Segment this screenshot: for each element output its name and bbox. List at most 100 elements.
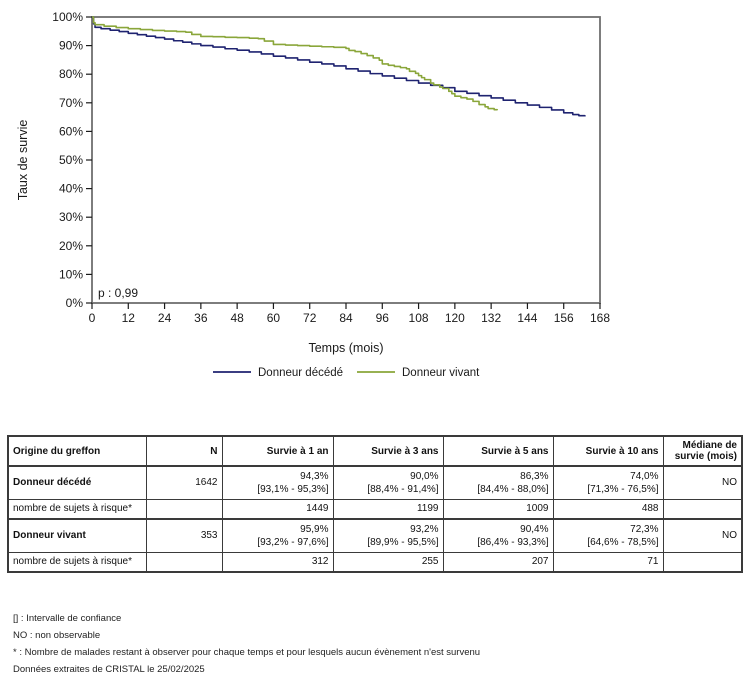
cell-risque-vivant-10ans: 71 [552,551,664,573]
col-header-survie-3ans: Survie à 3 ans [332,435,444,467]
cell-risque-empty [145,498,223,520]
cell-s10-ci: [64,6% - 78,5%] [587,536,659,548]
cell-risque-mediane-empty [662,498,743,520]
x-tick-label: 24 [158,311,172,325]
cell-s5-value: 86,3% [520,470,549,482]
cell-risque-decede-10ans: 488 [552,498,664,520]
p-value-annotation: p : 0,99 [98,286,138,300]
cell-risque-vivant-3ans: 255 [332,551,444,573]
x-tick-label: 156 [554,311,574,325]
y-tick-label: 50% [59,153,83,167]
table-row-donneur-decede: Donneur décédé 1642 94,3% [93,1% - 95,3%… [7,465,743,500]
table-header-row: Origine du greffon N Survie à 1 an Survi… [7,435,743,467]
cell-risque-empty [145,551,223,573]
footnote-confidence-interval: [] : Intervalle de confiance [13,613,122,624]
row-label-donneur-decede: Donneur décédé [7,465,147,500]
cell-s3-ci: [88,4% - 91,4%] [367,483,439,495]
cell-risque-vivant-5ans: 207 [442,551,554,573]
row-label-risque-vivant: nombre de sujets à risque* [7,551,147,573]
series-line-donneur-vivant [92,16,498,111]
cell-s1-decede: 94,3% [93,1% - 95,3%] [221,465,334,500]
cell-s5-ci: [86,4% - 93,3%] [477,536,549,548]
row-label-risque-decede: nombre de sujets à risque* [7,498,147,520]
y-tick-label: 80% [59,67,83,81]
cell-mediane-vivant: NO [662,518,743,553]
cell-s1-vivant: 95,9% [93,2% - 97,6%] [221,518,334,553]
y-tick-label: 10% [59,267,83,281]
table-row-risque-vivant: nombre de sujets à risque* 312 255 207 7… [7,551,743,573]
legend-label-donneur-vivant: Donneur vivant [402,367,480,379]
footnote-source: Données extraites de CRISTAL le 25/02/20… [13,664,205,675]
series-lines [92,16,586,117]
y-tick-label: 30% [59,210,83,224]
cell-s3-decede: 90,0% [88,4% - 91,4%] [332,465,444,500]
cell-n-decede: 1642 [145,465,223,500]
x-tick-label: 36 [194,311,208,325]
legend-label-donneur-decede: Donneur décédé [258,367,343,379]
col-header-n: N [145,435,223,467]
cell-s1-ci: [93,1% - 95,3%] [257,483,329,495]
cell-s1-value: 95,9% [300,523,329,535]
y-tick-label: 20% [59,239,83,253]
y-tick-label: 70% [59,96,83,110]
y-axis-label: Taux de survie [16,120,30,201]
cell-s5-decede: 86,3% [84,4% - 88,0%] [442,465,554,500]
cell-s3-ci: [89,9% - 95,5%] [367,536,439,548]
x-tick-label: 48 [230,311,244,325]
x-tick-label: 0 [89,311,96,325]
cell-s5-value: 90,4% [520,523,549,535]
cell-s10-decede: 74,0% [71,3% - 76,5%] [552,465,664,500]
x-tick-label: 108 [409,311,429,325]
cell-s10-value: 72,3% [630,523,659,535]
cell-n-vivant: 353 [145,518,223,553]
footnote-risque: * : Nombre de malades restant à observer… [13,647,481,658]
col-header-survie-10ans: Survie à 10 ans [552,435,664,467]
cell-risque-decede-3ans: 1199 [332,498,444,520]
x-tick-label: 120 [445,311,465,325]
cell-mediane-decede: NO [662,465,743,500]
x-tick-label: 12 [122,311,136,325]
col-header-survie-5ans: Survie à 5 ans [442,435,554,467]
footnote-no: NO : non observable [13,630,101,641]
x-tick-label: 60 [267,311,281,325]
cell-s5-ci: [84,4% - 88,0%] [477,483,549,495]
cell-risque-decede-1an: 1449 [221,498,334,520]
y-tick-label: 100% [52,10,83,24]
y-tick-label: 0% [66,296,84,310]
table-row-donneur-vivant: Donneur vivant 353 95,9% [93,2% - 97,6%]… [7,518,743,553]
cell-s10-vivant: 72,3% [64,6% - 78,5%] [552,518,664,553]
chart-legend: Donneur décédé Donneur vivant [213,367,480,379]
footnotes: [] : Intervalle de confiance NO : non ob… [13,610,480,678]
cell-s3-vivant: 93,2% [89,9% - 95,5%] [332,518,444,553]
x-tick-label: 84 [339,311,353,325]
col-header-origine: Origine du greffon [7,435,147,467]
cell-risque-decede-5ans: 1009 [442,498,554,520]
cell-s10-ci: [71,3% - 76,5%] [587,483,659,495]
cell-risque-vivant-1an: 312 [221,551,334,573]
x-tick-label: 72 [303,311,317,325]
cell-s1-value: 94,3% [300,470,329,482]
cell-s3-value: 93,2% [410,523,439,535]
cell-s10-value: 74,0% [630,470,659,482]
x-axis-label: Temps (mois) [308,341,383,355]
row-label-donneur-vivant: Donneur vivant [7,518,147,553]
x-tick-label: 168 [590,311,610,325]
y-tick-label: 90% [59,39,83,53]
cell-s5-vivant: 90,4% [86,4% - 93,3%] [442,518,554,553]
col-header-survie-1an: Survie à 1 an [221,435,334,467]
survival-table: Origine du greffon N Survie à 1 an Survi… [7,435,743,573]
series-line-donneur-decede [92,16,586,117]
y-tick-label: 60% [59,124,83,138]
table-row-risque-decede: nombre de sujets à risque* 1449 1199 100… [7,498,743,520]
cell-s1-ci: [93,2% - 97,6%] [257,536,329,548]
x-axis-ticks: 0 12 24 36 48 60 72 84 96 108 120 132 144 156 168 [89,303,610,325]
cell-risque-mediane-empty [662,551,743,573]
survival-chart: 0% 10% 20% 30% 40% 50% 60% 70% 80% 90% 100% 0 12 24 3… [16,10,610,379]
col-header-mediane: Médiane de survie (mois) [662,435,743,467]
x-tick-label: 96 [376,311,390,325]
y-tick-label: 40% [59,182,83,196]
x-tick-label: 132 [481,311,501,325]
cell-s3-value: 90,0% [410,470,439,482]
x-tick-label: 144 [517,311,537,325]
y-axis-ticks: 0% 10% 20% 30% 40% 50% 60% 70% 80% 90% 100% [52,10,92,310]
